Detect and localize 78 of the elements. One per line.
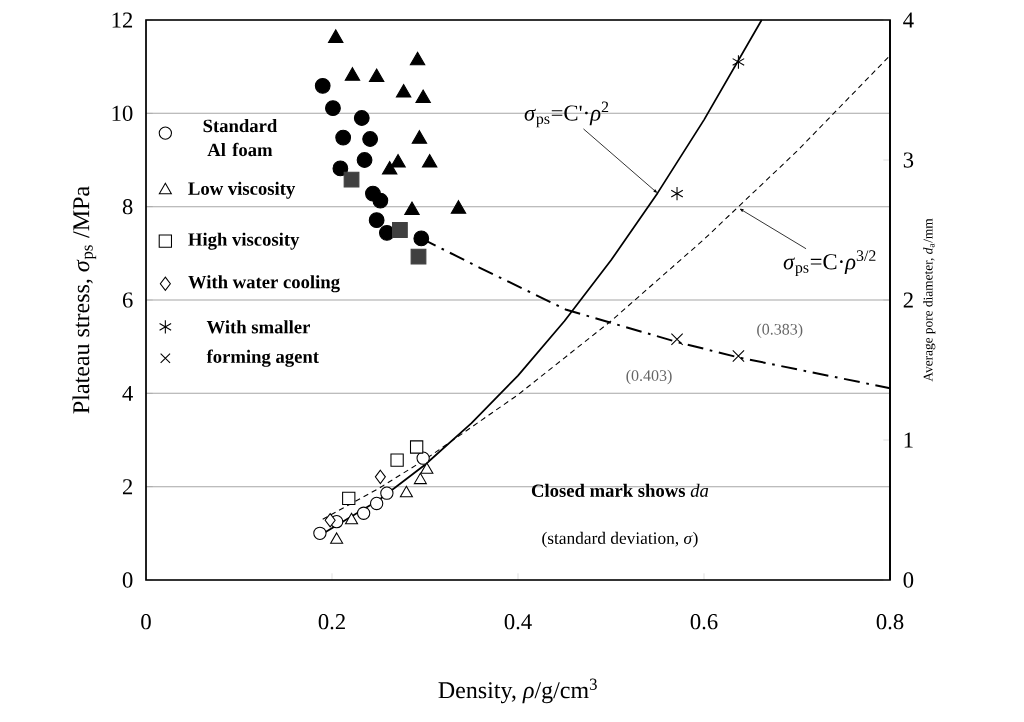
y2-tick-label: 2 xyxy=(903,292,913,308)
y-tick-label: 0 xyxy=(122,572,133,588)
legend-label: Standard Al foam xyxy=(203,119,278,157)
annotation: σ$_{ps}$=C'·ρ$^{2}$ xyxy=(524,101,609,128)
x-tick-label: 0.2 xyxy=(318,614,345,630)
y2-tick-label: 0 xyxy=(903,572,914,588)
point xyxy=(415,89,431,104)
point xyxy=(420,462,434,474)
annotation: (standard deviation, σ) xyxy=(542,531,698,548)
y2-tick-label: 3 xyxy=(903,152,914,168)
point xyxy=(343,171,360,188)
point xyxy=(356,152,373,168)
legend-label: forming agent xyxy=(206,349,319,367)
y-tick-label: 12 xyxy=(112,12,133,28)
y2-axis-title: Average pore diameter, d$_{a}$/mm xyxy=(923,218,936,382)
y-axis-title: Plateau stress, σ$_{ps}$ /MPa xyxy=(72,186,97,414)
x-tick-label: 0.4 xyxy=(504,614,532,630)
y-tick-label: 10 xyxy=(112,105,133,121)
point xyxy=(342,491,356,506)
point xyxy=(392,222,408,238)
point xyxy=(413,472,427,485)
y2-tick-label: 1 xyxy=(904,432,913,448)
point xyxy=(395,83,412,98)
x-axis-title: Density, ρ/g/cm$^{3}$ xyxy=(438,678,597,704)
point xyxy=(356,506,371,520)
point xyxy=(374,469,386,485)
point xyxy=(380,486,394,500)
point xyxy=(325,100,341,117)
point xyxy=(369,496,384,511)
point xyxy=(344,67,361,81)
point xyxy=(362,131,379,147)
point xyxy=(390,153,406,168)
point xyxy=(409,440,424,454)
point xyxy=(413,230,430,247)
point xyxy=(372,192,389,209)
point xyxy=(404,201,420,216)
point xyxy=(368,212,385,229)
y-tick-label: 8 xyxy=(122,199,133,215)
point xyxy=(313,526,327,541)
x-tick-label: 0.8 xyxy=(876,614,904,630)
point xyxy=(670,333,684,346)
point xyxy=(390,453,404,467)
legend-label: With smaller xyxy=(206,320,310,334)
point xyxy=(411,130,428,144)
annotation: σ$_{ps}$=C·ρ$^{3/2}$ xyxy=(783,250,876,277)
point xyxy=(335,129,352,146)
point xyxy=(368,68,385,83)
y-tick-label: 2 xyxy=(122,479,133,495)
legend-label: Low viscosity xyxy=(188,181,296,199)
point xyxy=(399,485,413,498)
point xyxy=(378,224,395,241)
annotation: Closed mark shows da xyxy=(531,483,709,497)
point xyxy=(353,110,370,126)
point xyxy=(450,200,467,214)
annotation: (0.383) xyxy=(757,323,803,338)
point xyxy=(732,349,745,363)
point xyxy=(324,513,336,528)
y-tick-label: 4 xyxy=(122,385,133,401)
point xyxy=(421,153,438,168)
point xyxy=(410,248,427,265)
x-tick-label: 0.6 xyxy=(690,614,718,630)
legend-label: With water cooling xyxy=(188,275,340,293)
annotation: (0.403) xyxy=(626,369,672,385)
point xyxy=(670,186,684,201)
point xyxy=(314,77,331,94)
point xyxy=(327,29,344,43)
point xyxy=(332,160,349,177)
point xyxy=(653,189,658,193)
point xyxy=(344,512,359,525)
point xyxy=(416,451,430,465)
legend-label: High viscosity xyxy=(188,232,300,250)
y2-tick-label: 4 xyxy=(903,12,914,28)
point xyxy=(409,51,426,66)
point xyxy=(732,54,745,70)
point xyxy=(381,160,398,175)
point xyxy=(330,532,344,544)
x-tick-label: 0 xyxy=(141,614,151,630)
y-tick-label: 6 xyxy=(122,292,133,308)
